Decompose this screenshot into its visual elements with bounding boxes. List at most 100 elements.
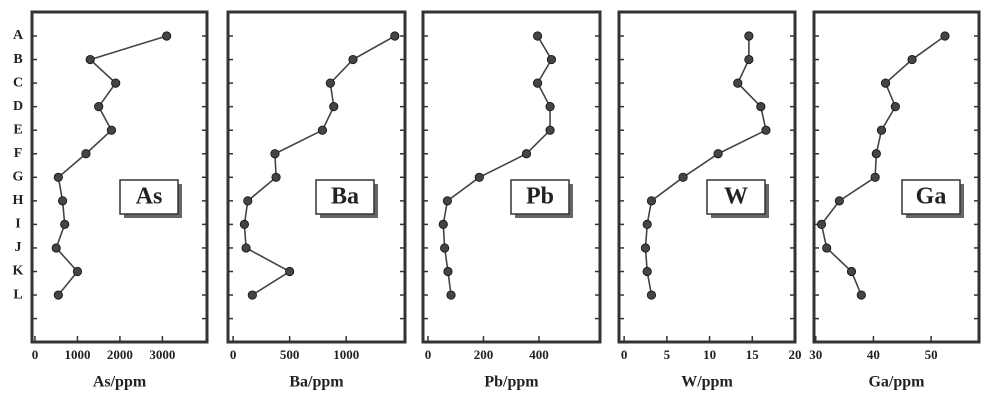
data-point (646, 290, 657, 300)
x-tick-label: 3000 (149, 347, 175, 362)
category-label: K (13, 264, 24, 279)
panel-label: Ga (916, 184, 947, 210)
x-axis-label: W/ppm (681, 374, 733, 391)
label-box (315, 179, 375, 215)
x-tick-label: 2000 (107, 347, 133, 362)
data-point (474, 172, 484, 182)
x-tick-label: 5 (664, 347, 671, 362)
data-point (111, 78, 121, 88)
category-label: E (13, 122, 22, 137)
data-point (816, 219, 827, 229)
data-point (545, 125, 555, 135)
data-point (744, 54, 754, 65)
data-point (60, 219, 70, 229)
data-line (820, 35, 946, 296)
x-axis-label: Ba/ppm (289, 374, 344, 391)
data-point (247, 290, 257, 300)
frame (30, 10, 209, 344)
data-point (545, 102, 555, 112)
data-point (856, 290, 866, 300)
label-box (706, 179, 766, 215)
category-label: D (13, 99, 23, 114)
data-point (72, 266, 83, 277)
x-tick-label: 15 (746, 347, 760, 362)
data-point (870, 172, 880, 182)
x-tick-label: 20 (789, 347, 802, 362)
category-label: L (13, 287, 22, 302)
data-point (390, 31, 400, 41)
data-point (532, 31, 543, 41)
data-point (871, 149, 881, 159)
x-tick-label: 40 (867, 347, 880, 362)
data-point (907, 54, 917, 65)
x-tick-label: 30 (809, 347, 822, 362)
panel-label: Ba (331, 184, 359, 210)
data-point (271, 172, 281, 182)
data-point (325, 78, 335, 88)
data-point (162, 31, 172, 41)
data-point (678, 172, 688, 182)
label-box (510, 179, 570, 215)
data-point (243, 196, 253, 206)
data-point (85, 54, 95, 65)
data-point (317, 125, 328, 135)
data-point (241, 243, 251, 253)
data-point (546, 54, 557, 65)
x-tick-label: 0 (32, 347, 39, 362)
data-point (521, 149, 532, 159)
data-point (53, 290, 63, 300)
x-tick-label: 200 (474, 347, 494, 362)
data-point (442, 196, 453, 206)
data-point (890, 102, 900, 112)
data-point (846, 266, 857, 277)
data-point (940, 31, 950, 41)
data-point (446, 290, 456, 300)
data-point (57, 196, 68, 206)
data-point (438, 219, 448, 229)
x-tick-label: 0 (621, 347, 628, 362)
x-axis-label: Ga/ppm (868, 374, 925, 391)
data-point (53, 172, 63, 182)
data-line (55, 35, 167, 296)
x-tick-label: 1000 (333, 347, 359, 362)
panel-label: As (136, 184, 163, 210)
data-line (243, 35, 396, 296)
frame (226, 10, 407, 344)
data-point (239, 219, 249, 229)
data-point (880, 78, 891, 88)
category-label: I (15, 217, 20, 232)
data-point (876, 125, 887, 135)
data-point (81, 149, 91, 159)
x-axis-label: Pb/ppm (484, 374, 539, 391)
data-point (646, 196, 657, 206)
category-label: H (13, 193, 24, 208)
data-point (744, 31, 754, 41)
label-box (901, 179, 961, 215)
x-tick-label: 500 (280, 347, 300, 362)
x-tick-label: 50 (925, 347, 938, 362)
frame (617, 10, 797, 344)
data-point (761, 125, 771, 135)
category-label: J (15, 240, 22, 255)
data-point (642, 266, 652, 277)
x-tick-label: 0 (425, 347, 432, 362)
data-point (94, 102, 104, 112)
data-point (756, 102, 766, 112)
frame (812, 10, 981, 344)
category-label: B (13, 52, 22, 67)
x-tick-label: 0 (230, 347, 237, 362)
category-label: F (14, 146, 23, 161)
data-point (733, 78, 743, 88)
category-label: G (13, 170, 24, 185)
frame (421, 10, 602, 344)
data-line (442, 35, 553, 296)
data-point (642, 219, 652, 229)
data-line (644, 36, 767, 296)
data-point (329, 102, 339, 112)
panel-label: Pb (526, 184, 554, 210)
data-point (640, 243, 651, 253)
data-point (532, 78, 543, 88)
data-point (270, 149, 280, 159)
category-label: A (13, 28, 24, 43)
